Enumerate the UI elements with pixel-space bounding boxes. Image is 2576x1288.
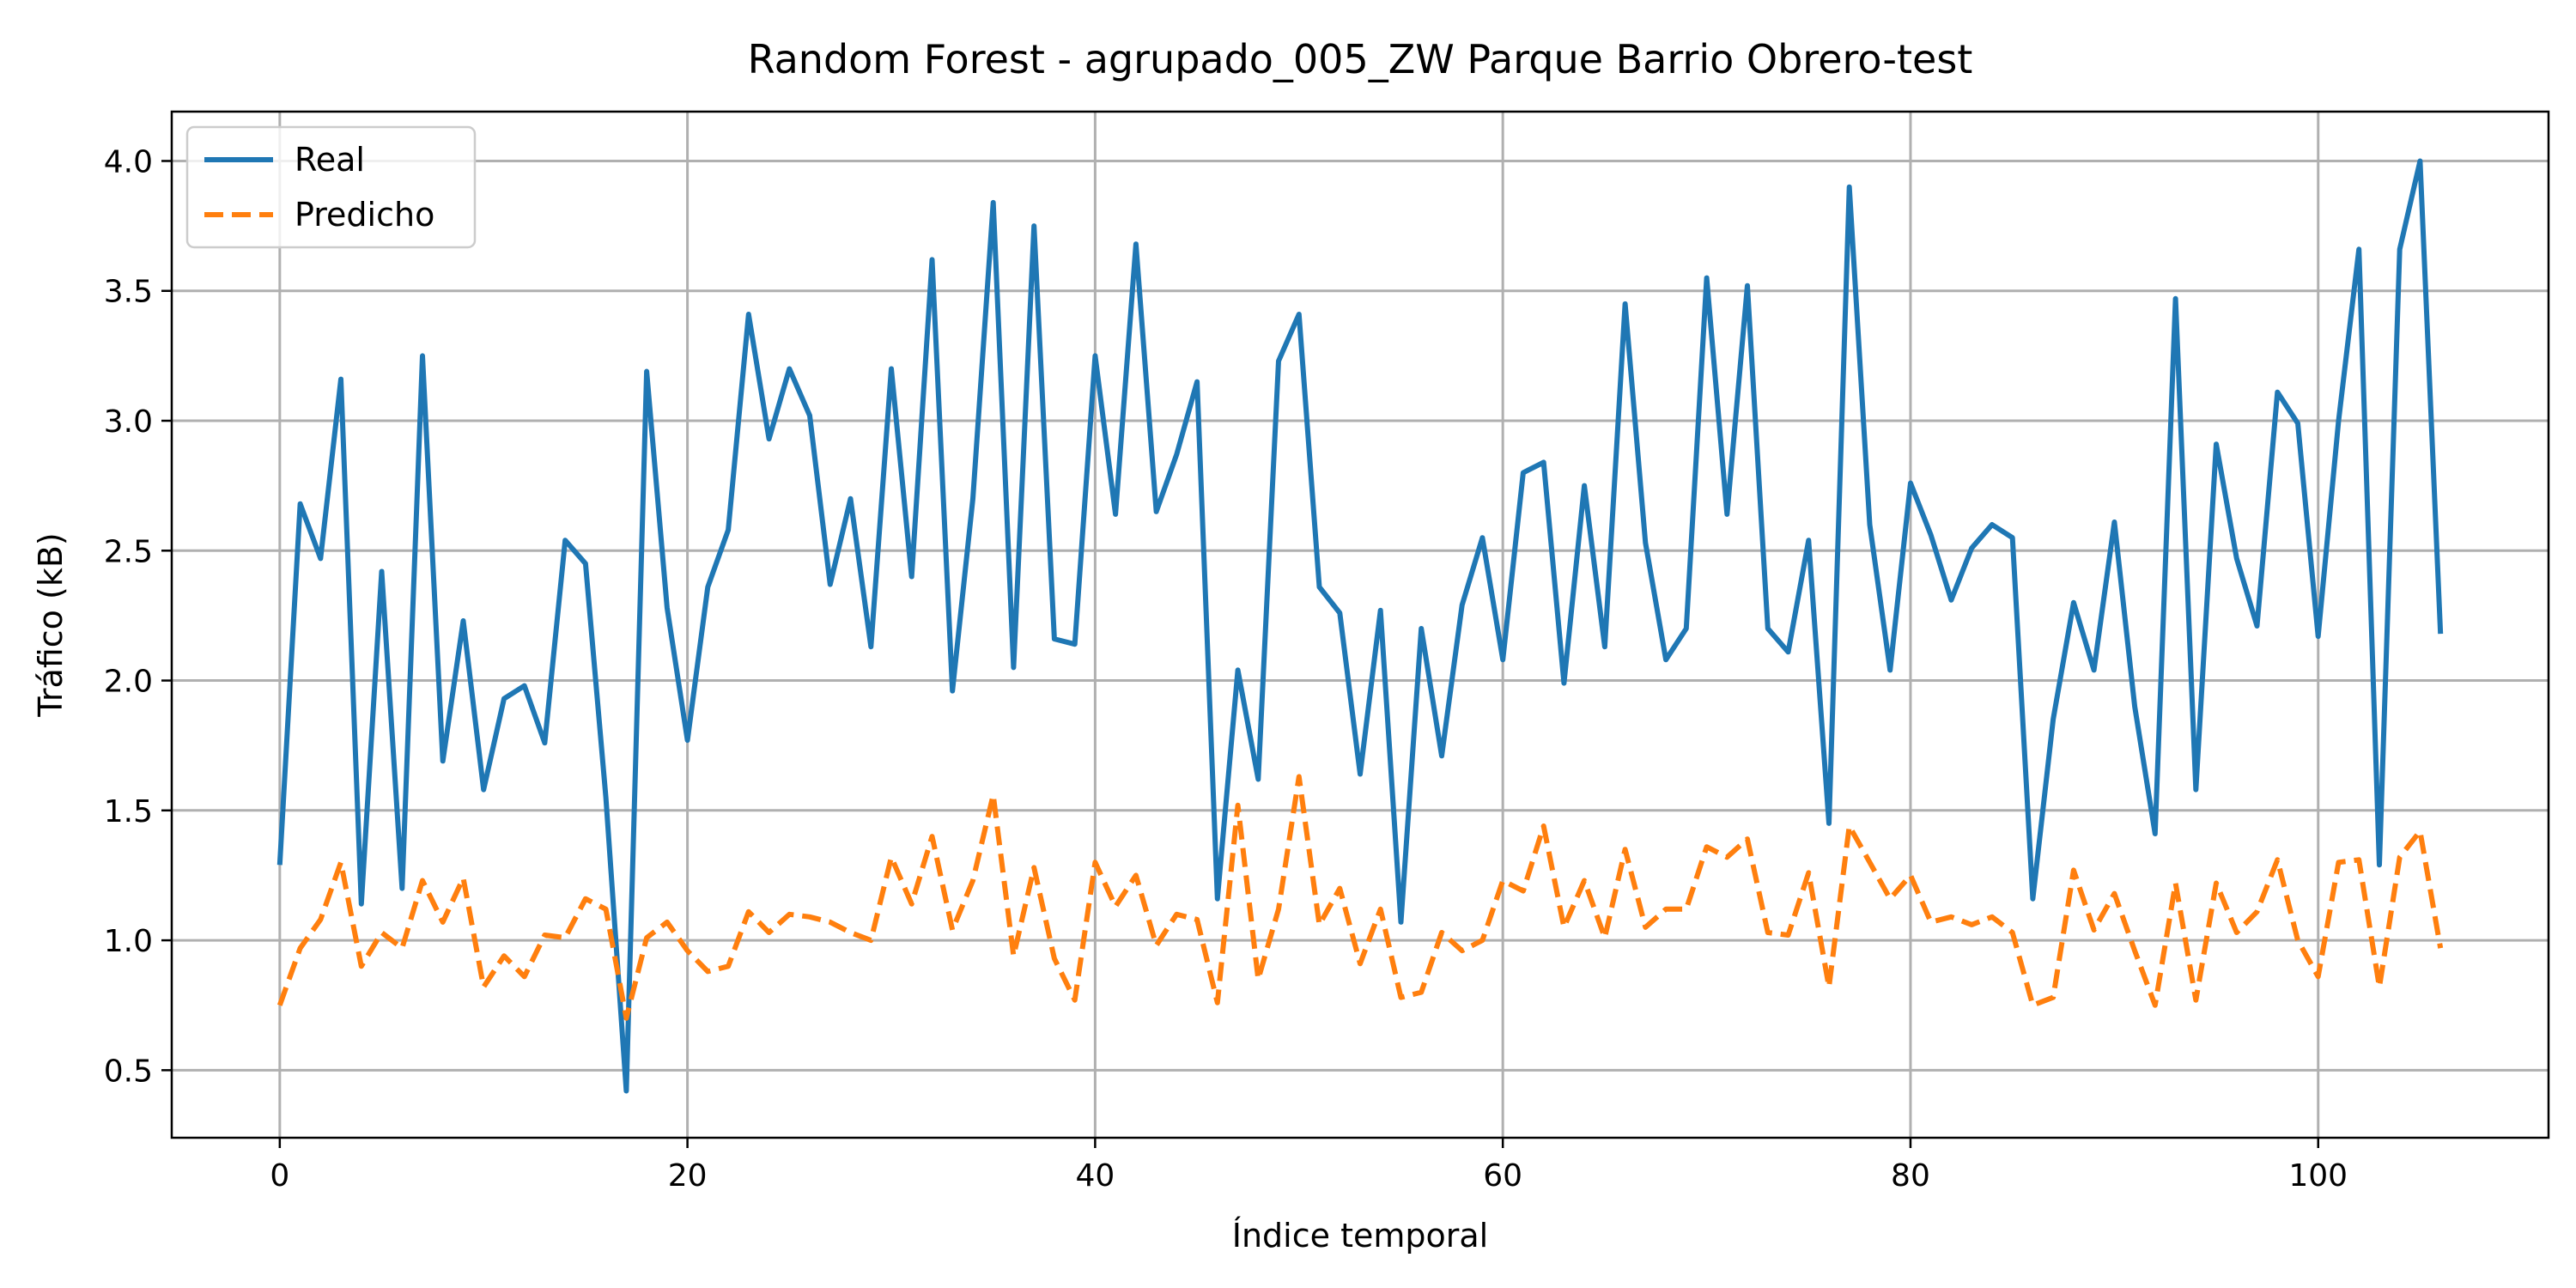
- legend-label-predicho: Predicho: [295, 196, 434, 234]
- y-tick-label: 4.0: [104, 144, 153, 179]
- x-axis-label: Índice temporal: [1232, 1217, 1488, 1255]
- y-tick-label: 2.0: [104, 665, 153, 700]
- axis-ticks: 0 20 40 60 80 100 0.5 1.0 1.5 2.0 2.5 3.0 3.5 4.0: [104, 144, 2348, 1194]
- legend-label-real: Real: [295, 141, 365, 179]
- y-axis-label: Tráfico (kB): [32, 532, 70, 717]
- plot-area-frame: [170, 110, 2550, 1139]
- y-tick-label: 0.5: [104, 1054, 153, 1089]
- legend: Real Predicho: [185, 125, 477, 249]
- y-tick-label: 2.5: [104, 534, 153, 569]
- y-tick-label: 1.5: [104, 794, 153, 829]
- chart-title: Random Forest - agrupado_005_ZW Parque B…: [748, 36, 1973, 82]
- x-tick-label: 40: [1075, 1158, 1115, 1194]
- series-line-real: [276, 158, 2444, 1094]
- y-tick-label: 3.0: [104, 404, 153, 440]
- x-tick-label: 80: [1891, 1158, 1930, 1194]
- x-tick-label: 100: [2288, 1158, 2348, 1194]
- series-line-predicho: [276, 774, 2444, 1021]
- grid-lines: [172, 112, 2549, 1138]
- y-tick-label: 1.0: [104, 924, 153, 959]
- x-tick-label: 0: [270, 1158, 289, 1194]
- x-tick-label: 20: [668, 1158, 708, 1194]
- data-series: [276, 158, 2444, 1094]
- x-tick-label: 60: [1483, 1158, 1522, 1194]
- y-tick-label: 3.5: [104, 275, 153, 310]
